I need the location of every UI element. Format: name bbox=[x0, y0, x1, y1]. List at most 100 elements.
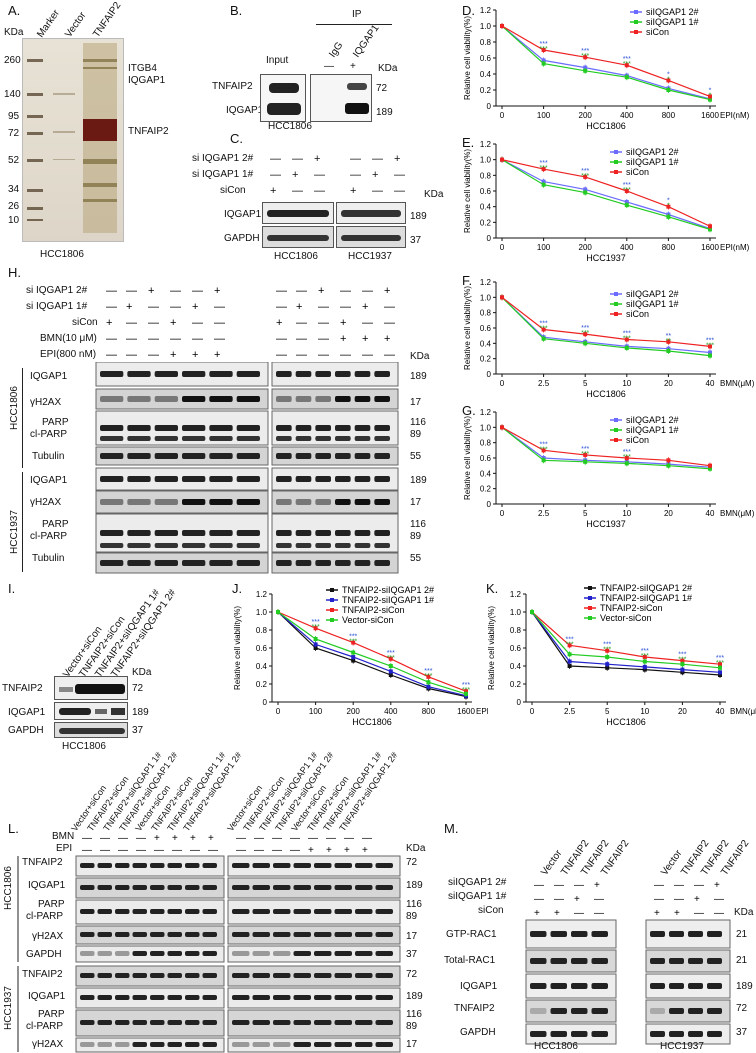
band bbox=[293, 885, 311, 890]
cond-mark: — bbox=[694, 908, 704, 919]
significance-mark: *** bbox=[623, 187, 631, 194]
band bbox=[202, 995, 217, 1000]
band bbox=[236, 530, 260, 536]
band bbox=[335, 499, 351, 505]
data-point bbox=[666, 458, 671, 463]
row-label: IQGAP1 bbox=[30, 475, 68, 486]
band bbox=[127, 371, 151, 377]
row-label: GAPDH bbox=[460, 1027, 496, 1038]
x-tick-label: 40 bbox=[706, 379, 715, 388]
band bbox=[375, 951, 393, 956]
data-point bbox=[666, 78, 671, 83]
panel-label-d: D. bbox=[462, 3, 475, 18]
legend-marker bbox=[614, 312, 618, 316]
data-point bbox=[718, 665, 722, 670]
band bbox=[295, 436, 312, 441]
band bbox=[167, 909, 182, 914]
kda-label: KDa bbox=[410, 351, 430, 362]
cond-mark: — bbox=[214, 301, 225, 313]
cond-mark: + bbox=[148, 285, 154, 297]
band bbox=[209, 436, 233, 441]
cell-line-label: HCC1937 bbox=[348, 251, 392, 262]
band bbox=[182, 499, 206, 505]
band bbox=[252, 951, 270, 956]
y-tick-label: 0.6 bbox=[480, 454, 492, 463]
band bbox=[273, 995, 291, 1000]
significance-mark: *** bbox=[716, 660, 724, 667]
svg-text:—: — bbox=[350, 153, 361, 165]
significance-mark: *** bbox=[387, 655, 395, 662]
legend-label: siIQGAP1 1# bbox=[646, 17, 699, 27]
x-tick-label: 200 bbox=[579, 111, 593, 120]
cond-mark: — bbox=[214, 317, 225, 329]
band bbox=[232, 863, 250, 868]
marker-size: 72 bbox=[8, 128, 20, 139]
data-point bbox=[426, 674, 431, 679]
significance-mark: *** bbox=[566, 641, 574, 648]
band bbox=[669, 958, 684, 964]
band bbox=[650, 958, 665, 964]
band bbox=[334, 932, 352, 937]
y-tick-label: 1.2 bbox=[480, 6, 492, 15]
cond-label: siIQGAP1 2# bbox=[448, 877, 507, 888]
y-axis-label: Relative cell viability(%) bbox=[463, 16, 472, 100]
cond-mark: — bbox=[654, 894, 664, 905]
legend-label: TNFAIP2-siIQGAP1 2# bbox=[600, 583, 692, 593]
band bbox=[276, 436, 292, 441]
cond-mark: — bbox=[126, 317, 137, 329]
cond-mark: + bbox=[674, 908, 680, 919]
x-tick-label: 2.5 bbox=[564, 707, 576, 716]
band bbox=[295, 453, 312, 459]
band bbox=[374, 436, 390, 441]
row-label: TNFAIP2 bbox=[22, 857, 63, 868]
cond-label: siCon bbox=[220, 185, 246, 196]
band bbox=[375, 909, 393, 914]
band bbox=[132, 951, 147, 956]
row-label: Total-RAC1 bbox=[444, 955, 496, 966]
panel-label-k: K. bbox=[486, 581, 499, 596]
data-point bbox=[708, 97, 712, 102]
series-line bbox=[501, 426, 711, 470]
band bbox=[167, 1042, 182, 1047]
row-label: Tubulin bbox=[32, 451, 65, 462]
band bbox=[100, 396, 124, 402]
data-point bbox=[666, 463, 671, 468]
data-point bbox=[567, 659, 572, 664]
cond-bmn: BMN bbox=[52, 831, 75, 842]
band bbox=[115, 863, 130, 868]
band bbox=[115, 909, 130, 914]
chart-g: 0 0.2 0.4 0.6 0.8 1.0 1.2 0 2.5 5 10 20 40 BMN(μM) HCC… bbox=[463, 408, 755, 529]
band bbox=[374, 543, 390, 548]
significance-mark: *** bbox=[581, 53, 589, 60]
cond-mark: — bbox=[318, 333, 329, 345]
band bbox=[314, 951, 332, 956]
blot-strip bbox=[54, 722, 128, 738]
band bbox=[127, 476, 151, 482]
band bbox=[276, 560, 292, 566]
cond-mark: — bbox=[654, 880, 664, 891]
band bbox=[97, 1020, 112, 1025]
band bbox=[100, 560, 124, 566]
band bbox=[293, 951, 311, 956]
band bbox=[273, 932, 291, 937]
cond-mark: — bbox=[192, 317, 203, 329]
cell-line-label: HCC1937 bbox=[3, 986, 14, 1030]
band bbox=[185, 1042, 200, 1047]
band bbox=[97, 995, 112, 1000]
data-point bbox=[642, 659, 647, 664]
band bbox=[571, 958, 588, 964]
band bbox=[550, 1031, 567, 1037]
panel-label-j: J. bbox=[232, 581, 243, 596]
size-label: 189 bbox=[132, 707, 149, 718]
significance-mark: *** bbox=[623, 182, 631, 189]
band bbox=[571, 931, 588, 937]
x-tick-label: 400 bbox=[620, 111, 634, 120]
cond-mark: — bbox=[344, 833, 354, 844]
data-point bbox=[583, 65, 588, 70]
series-line bbox=[531, 611, 721, 673]
series-line bbox=[501, 296, 711, 354]
size-label: 72 bbox=[376, 83, 388, 94]
cond-mark: + bbox=[362, 301, 368, 313]
band bbox=[276, 371, 292, 377]
legend-marker bbox=[614, 418, 618, 422]
